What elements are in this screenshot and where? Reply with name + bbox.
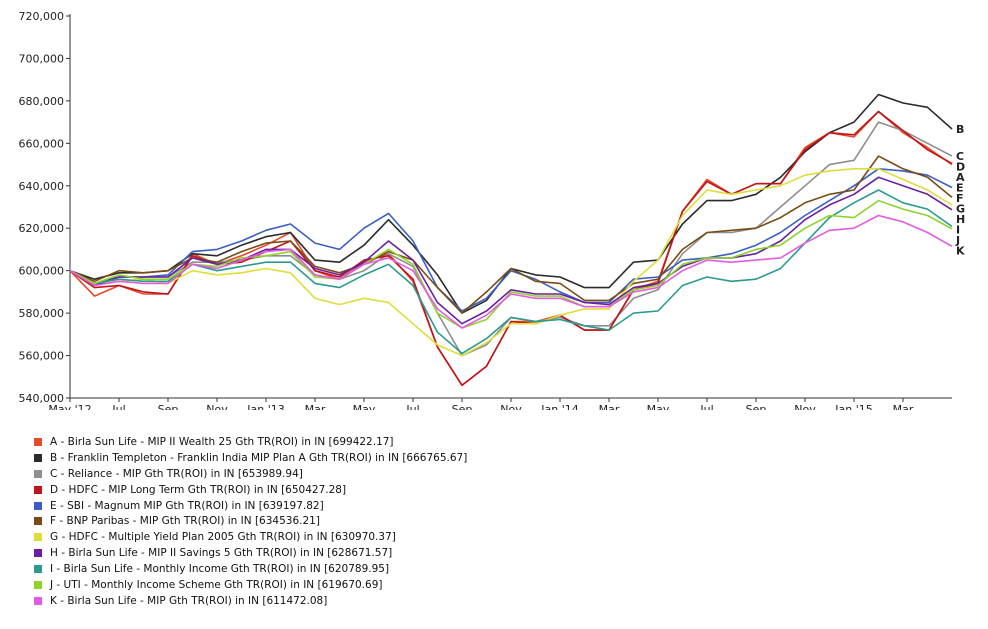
x-tick-label: Mar <box>599 403 620 410</box>
legend-item: D - HDFC - MIP Long Term Gth TR(ROI) in … <box>34 482 467 498</box>
y-tick-label: 720,000 <box>19 10 65 23</box>
series-lines <box>69 93 953 387</box>
y-tick-label: 560,000 <box>19 350 65 363</box>
legend-label: D - HDFC - MIP Long Term Gth TR(ROI) in … <box>50 483 347 496</box>
y-tick-label: 540,000 <box>19 392 65 405</box>
legend-label: F - BNP Paribas - MIP Gth TR(ROI) in IN … <box>50 515 320 528</box>
legend-item: A - Birla Sun Life - MIP II Wealth 25 Gt… <box>34 434 467 450</box>
line-chart: 540,000 560,000 580,000 600,000 620,000 640,0… <box>19 10 966 410</box>
legend-item: K - Birla Sun Life - MIP Gth TR(ROI) in … <box>34 593 467 609</box>
series-end-label-g: G <box>956 203 965 216</box>
legend-label: I - Birla Sun Life - Monthly Income Gth … <box>50 563 390 576</box>
legend-swatch <box>34 596 42 605</box>
series-line-a <box>69 110 953 387</box>
series-line-f <box>69 155 953 314</box>
x-tick-label: Jan '13 <box>246 403 284 410</box>
legend-item: E - SBI - Magnum MIP Gth TR(ROI) in IN [… <box>34 498 467 514</box>
y-tick-label: 640,000 <box>19 180 65 193</box>
x-tick-label: Sep <box>746 403 767 410</box>
x-tick-label: Jan '14 <box>540 403 578 410</box>
series-end-label-h: H <box>956 213 965 226</box>
series-line-k <box>69 214 953 329</box>
x-tick-label: Sep <box>452 403 473 410</box>
series-end-label-i: I <box>956 224 960 237</box>
series-end-label-c: C <box>956 150 964 163</box>
legend-swatch <box>34 485 42 494</box>
x-tick-label: Sep <box>158 403 179 410</box>
legend-label: H - Birla Sun Life - MIP II Savings 5 Gt… <box>50 547 393 560</box>
legend-swatch <box>34 533 42 542</box>
legend-label: C - Reliance - MIP Gth TR(ROI) in IN [65… <box>50 467 303 480</box>
series-line-c <box>69 121 953 357</box>
legend-item: F - BNP Paribas - MIP Gth TR(ROI) in IN … <box>34 513 467 529</box>
y-tick-label: 620,000 <box>19 222 65 235</box>
x-tick-label: Nov <box>206 403 228 410</box>
x-tick-label: Jul <box>405 403 419 410</box>
series-end-label-f: F <box>956 192 964 205</box>
series-end-label-j: J <box>955 234 960 247</box>
y-tick-label: 680,000 <box>19 95 65 108</box>
x-tick-label: Nov <box>794 403 816 410</box>
legend-item: B - Franklin Templeton - Franklin India … <box>34 450 467 466</box>
legend-swatch <box>34 549 42 558</box>
legend-item: G - HDFC - Multiple Yield Plan 2005 Gth … <box>34 529 467 545</box>
x-tick-label: Jul <box>699 403 713 410</box>
x-tick-label: May <box>647 403 670 410</box>
legend-item: C - Reliance - MIP Gth TR(ROI) in IN [65… <box>34 466 467 482</box>
series-end-label-b: B <box>956 123 964 136</box>
legend-swatch <box>34 580 42 589</box>
y-axis: 540,000 560,000 580,000 600,000 620,000 640,0… <box>19 10 71 405</box>
legend-swatch <box>34 453 42 462</box>
series-line-d <box>69 110 953 387</box>
legend-label: J - UTI - Monthly Income Scheme Gth TR(R… <box>50 578 383 591</box>
series-line-g <box>69 168 953 357</box>
legend-label: A - Birla Sun Life - MIP II Wealth 25 Gt… <box>50 435 394 448</box>
legend-swatch <box>34 517 42 526</box>
series-line-e <box>69 168 953 312</box>
legend-item: H - Birla Sun Life - MIP II Savings 5 Gt… <box>34 545 467 561</box>
legend-swatch <box>34 565 42 574</box>
x-tick-label: Jul <box>111 403 125 410</box>
legend-label: B - Franklin Templeton - Franklin India … <box>50 451 468 464</box>
legend-label: K - Birla Sun Life - MIP Gth TR(ROI) in … <box>50 594 328 607</box>
x-tick-label: May <box>353 403 376 410</box>
series-end-label-a: A <box>956 171 965 184</box>
series-line-b <box>69 93 953 314</box>
series-line-j <box>69 199 953 329</box>
series-end-label-d: D <box>956 161 965 174</box>
x-tick-label: Mar <box>893 403 914 410</box>
x-tick-label: May '12 <box>48 403 91 410</box>
legend-item: I - Birla Sun Life - Monthly Income Gth … <box>34 561 467 577</box>
legend-swatch <box>34 437 42 446</box>
x-tick-label: Mar <box>305 403 326 410</box>
y-tick-label: 580,000 <box>19 307 65 320</box>
x-axis: May '12 Jul Sep Nov Jan '13 Mar May Jul Sep Nov Ja… <box>48 397 952 410</box>
legend-label: G - HDFC - Multiple Yield Plan 2005 Gth … <box>50 531 396 544</box>
y-tick-label: 660,000 <box>19 137 65 150</box>
x-tick-label: Jan '15 <box>834 403 872 410</box>
x-tick-label: Nov <box>500 403 522 410</box>
series-end-label-k: K <box>956 245 965 258</box>
series-line-h <box>69 176 953 325</box>
legend-item: J - UTI - Monthly Income Scheme Gth TR(R… <box>34 577 467 593</box>
legend-swatch <box>34 469 42 478</box>
series-end-label-e: E <box>956 182 964 195</box>
y-tick-label: 700,000 <box>19 52 65 65</box>
legend: A - Birla Sun Life - MIP II Wealth 25 Gt… <box>34 434 467 609</box>
legend-swatch <box>34 501 42 510</box>
y-tick-label: 600,000 <box>19 265 65 278</box>
legend-label: E - SBI - Magnum MIP Gth TR(ROI) in IN [… <box>50 499 324 512</box>
